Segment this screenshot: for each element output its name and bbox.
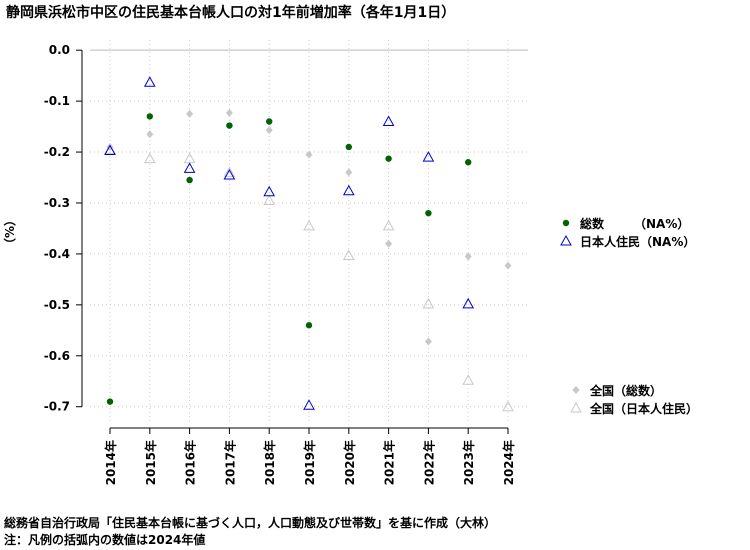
data-point-日本人住民 (104, 144, 116, 156)
data-point-全国（総数） (504, 261, 512, 270)
x-tick-label: 2022年 (421, 440, 436, 485)
y-tick-label: -0.3 (44, 196, 70, 210)
data-point-総数 (305, 322, 313, 329)
chart-title: 静岡県浜松市中区の住民基本台帳人口の対1年前増加率（各年1月1日） (6, 5, 456, 21)
data-point-全国（総数） (464, 252, 472, 261)
y-tick-label: -0.7 (44, 400, 70, 414)
legend: 総数 （NA%） 日本人住民（NA%） 全国（総数） 全国（日本人住民） (560, 216, 698, 416)
data-point-総数 (345, 143, 352, 151)
tick-labels: 0.0 -0.1 -0.2 -0.3 -0.4 -0.5 -0.6 -0.7 2014年 2015… (44, 43, 516, 485)
data-point-全国（総数） (265, 126, 273, 135)
data-point-全国（総数） (345, 168, 353, 177)
data-point-総数 (425, 209, 432, 217)
data-point-総数 (106, 398, 114, 405)
x-tick-label: 2023年 (461, 440, 476, 485)
legend-label: 全国（総数） (589, 383, 662, 398)
data-point-全国（日本人住民） (263, 194, 276, 205)
data-point-全国（総数） (225, 108, 233, 117)
data-point-全国（日本人住民） (183, 152, 196, 164)
data-points (104, 76, 514, 412)
data-point-全国（日本人住民） (502, 400, 514, 412)
x-tick-label: 2021年 (382, 440, 397, 485)
y-tick-label: -0.5 (44, 298, 70, 312)
data-point-総数 (385, 155, 392, 162)
y-tick-label: -0.1 (44, 94, 70, 108)
x-tick-label: 2020年 (342, 440, 357, 485)
legend-note: 注：凡例の括弧内の数値は2024年値 (4, 533, 206, 547)
legend-label: 日本人住民（NA%） (580, 234, 695, 249)
x-tick-label: 2018年 (262, 440, 277, 485)
x-tick-label: 2019年 (302, 440, 317, 485)
x-tick-label: 2014年 (103, 440, 118, 485)
data-point-日本人住民 (183, 162, 196, 173)
legend-marker (572, 386, 580, 394)
y-tick-label: -0.2 (44, 145, 70, 159)
data-point-全国（総数） (424, 337, 432, 346)
data-point-日本人住民 (223, 168, 236, 180)
data-point-総数 (186, 176, 193, 184)
data-point-全国（総数） (146, 130, 154, 139)
data-point-総数 (266, 118, 273, 125)
data-point-全国（日本人住民） (462, 374, 475, 385)
data-point-全国（日本人住民） (143, 152, 156, 164)
data-point-日本人住民 (422, 151, 435, 162)
x-tick-label: 2024年 (501, 440, 516, 485)
y-tick-label: -0.6 (44, 349, 70, 363)
data-point-全国（総数） (186, 109, 194, 118)
data-point-全国（日本人住民） (303, 219, 315, 231)
data-point-総数 (146, 113, 153, 120)
legend-marker (570, 401, 582, 413)
data-point-全国（総数） (385, 239, 393, 248)
data-point-日本人住民 (263, 185, 276, 197)
legend-marker (562, 219, 570, 227)
data-point-全国（日本人住民） (382, 219, 395, 231)
data-point-日本人住民 (143, 76, 156, 87)
legend-label: 総数 （NA%） (580, 216, 689, 231)
data-point-総数 (465, 159, 472, 166)
data-point-全国（日本人住民） (342, 249, 355, 260)
data-point-全国（日本人住民） (223, 166, 236, 177)
data-point-全国（総数） (305, 150, 313, 159)
data-point-総数 (226, 122, 233, 129)
legend-label: 全国（日本人住民） (589, 401, 698, 416)
data-point-日本人住民 (382, 115, 395, 126)
data-point-日本人住民 (303, 399, 315, 410)
x-tick-label: 2015年 (143, 440, 158, 485)
source-note: 総務省自治行政局「住民基本台帳に基づく人口，人口動態及び世帯数」を基に作成（大林… (4, 516, 497, 530)
grid-lines (90, 40, 528, 422)
data-point-日本人住民 (462, 297, 475, 309)
data-point-日本人住民 (342, 184, 355, 196)
x-tick-label: 2017年 (222, 440, 237, 485)
legend-marker (560, 234, 572, 246)
y-axis-title: （%） (2, 214, 17, 250)
data-point-全国（日本人住民） (422, 297, 435, 309)
chart-area: （%） 0.0 -0.1 -0.2 -0.3 -0.4 -0.5 -0.6 -0.7 2014年… (2, 40, 698, 485)
y-tick-label: -0.4 (44, 247, 70, 261)
y-tick-label: 0.0 (49, 43, 70, 57)
axes (76, 49, 509, 434)
x-tick-label: 2016年 (183, 440, 198, 485)
